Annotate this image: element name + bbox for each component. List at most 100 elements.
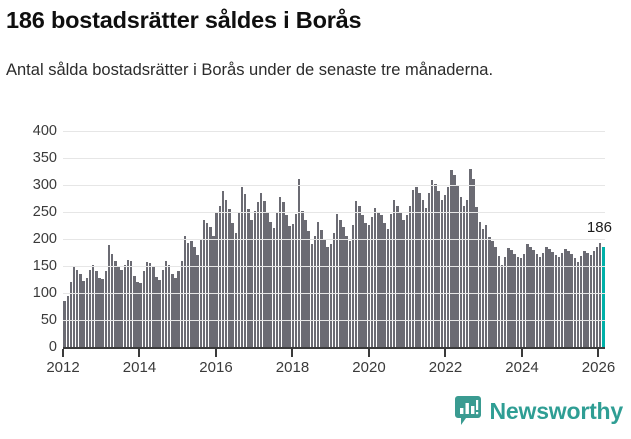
x-axis-tick-mark <box>444 349 447 357</box>
bar <box>335 214 339 347</box>
bar <box>104 271 108 347</box>
gridline <box>63 266 605 267</box>
bar <box>342 227 345 347</box>
bar <box>228 209 231 347</box>
bar <box>269 221 272 347</box>
bar <box>180 260 184 347</box>
bar <box>560 253 564 347</box>
footer: Newsworthy <box>0 392 631 439</box>
bar <box>465 200 469 347</box>
newsworthy-logo[interactable]: Newsworthy <box>454 396 623 426</box>
bar <box>186 243 190 347</box>
bar <box>297 178 301 347</box>
bar <box>532 249 535 347</box>
bar <box>285 215 288 347</box>
bar <box>240 187 244 347</box>
bar <box>497 256 501 347</box>
bar <box>592 250 596 347</box>
bar <box>174 278 177 347</box>
bar <box>275 213 279 347</box>
bar <box>278 196 282 347</box>
bar <box>440 200 443 347</box>
bar <box>488 236 491 347</box>
x-axis-tick-mark <box>214 349 217 357</box>
bar <box>88 269 92 347</box>
bar <box>383 222 386 347</box>
bar <box>205 222 209 347</box>
bar <box>307 230 310 347</box>
y-axis-tick-label: 100 <box>32 285 57 301</box>
bar <box>500 264 504 347</box>
bar <box>538 257 542 347</box>
x-axis-tick-mark <box>138 349 141 357</box>
bar <box>494 246 497 347</box>
bar <box>564 248 567 347</box>
gridline <box>63 185 605 186</box>
bar <box>541 253 545 347</box>
bar <box>462 205 466 347</box>
bar <box>437 191 440 347</box>
bar <box>272 228 275 347</box>
bar <box>196 255 199 347</box>
bar <box>348 241 352 347</box>
bar <box>453 175 456 347</box>
x-axis-tick-mark <box>291 349 294 357</box>
bar <box>545 246 548 347</box>
bar <box>183 236 187 347</box>
bar <box>472 178 475 347</box>
x-axis-tick-label: 2012 <box>46 359 80 376</box>
bar <box>583 250 586 347</box>
bar <box>570 254 573 347</box>
bar <box>548 248 551 347</box>
x-axis-tick-mark <box>367 349 370 357</box>
bar <box>215 213 218 347</box>
bar <box>392 200 396 347</box>
x-axis-tick-label: 2014 <box>122 359 157 376</box>
y-axis-tick-label: 0 <box>48 339 57 355</box>
bar <box>345 236 348 347</box>
bar <box>66 295 69 347</box>
bar <box>291 223 295 347</box>
bar <box>136 282 139 347</box>
bar <box>513 254 516 347</box>
bar <box>266 212 269 347</box>
bar <box>551 251 554 347</box>
bar <box>503 257 507 347</box>
bar <box>117 267 120 347</box>
bar <box>152 266 155 347</box>
bar <box>459 196 463 347</box>
y-axis-tick-label: 350 <box>32 150 57 166</box>
bar <box>377 212 380 347</box>
bar <box>244 193 247 347</box>
bar <box>367 224 371 347</box>
bar <box>443 194 447 347</box>
gridline <box>63 320 605 321</box>
x-axis-tick-label: 2026 <box>581 359 616 376</box>
highlight-value-label: 186 <box>586 218 612 236</box>
bar <box>351 224 355 347</box>
bar <box>586 253 589 347</box>
x-axis-tick-mark <box>62 349 64 357</box>
bar <box>231 222 234 347</box>
bar <box>326 246 329 347</box>
gridline <box>63 158 605 159</box>
bar <box>259 193 263 347</box>
bar <box>320 230 323 347</box>
bar <box>399 213 402 347</box>
bar <box>396 205 399 347</box>
bar-chart-bubble-icon <box>454 396 481 426</box>
bar <box>294 214 298 347</box>
bar <box>282 202 285 347</box>
bar <box>431 179 434 347</box>
bar <box>101 278 104 347</box>
bar <box>408 205 412 347</box>
bar <box>190 241 193 347</box>
bar <box>171 273 174 347</box>
bar <box>301 210 304 347</box>
bar <box>120 269 123 347</box>
bar <box>510 249 513 347</box>
bar <box>519 258 523 347</box>
bar <box>339 219 342 347</box>
bar <box>224 199 228 347</box>
bar <box>253 210 256 347</box>
